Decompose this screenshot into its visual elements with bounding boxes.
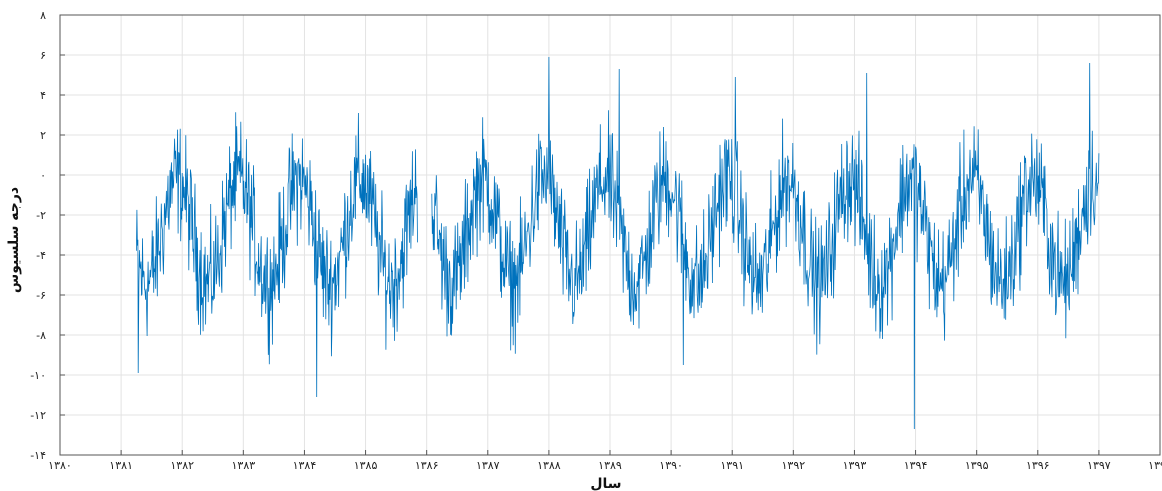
x-tick-label: ۱۳۹۵: [965, 459, 989, 472]
y-tick-label: ۲: [40, 129, 46, 142]
y-tick-label: ۸: [40, 9, 46, 22]
x-tick-label: ۱۳۸۹: [598, 459, 622, 472]
y-tick-label: -۱۰: [30, 369, 46, 382]
x-tick-label: ۱۳۸۰: [48, 459, 72, 472]
x-tick-label: ۱۳۸۱: [109, 459, 133, 472]
x-tick-label: ۱۳۸۵: [354, 459, 378, 472]
y-tick-label: ۴: [40, 89, 46, 102]
x-tick-label: ۱۳۹۸: [1148, 459, 1162, 472]
x-axis-ticks: ۱۳۸۰ ۱۳۸۱ ۱۳۸۲ ۱۳۸۳ ۱۳۸۴ ۱۳۸۵ ۱۳۸۶ ۱۳۸۷ ۱۳۸۸ ۱۳۸۹…: [48, 450, 1162, 472]
x-tick-label: ۱۳۸۷: [476, 459, 500, 472]
x-tick-label: ۱۳۹۷: [1087, 459, 1111, 472]
x-tick-label: ۱۳۹۰: [659, 459, 683, 472]
x-tick-label: ۱۳۹۴: [904, 459, 928, 472]
x-tick-label: ۱۳۸۸: [537, 459, 561, 472]
x-tick-label: ۱۳۹۲: [782, 459, 806, 472]
x-axis-title: سال: [590, 476, 621, 491]
y-axis-title: درجه سلسیوس: [6, 187, 22, 293]
y-tick-label: -۱۴: [30, 449, 46, 462]
y-axis-ticks: ۸ ۶ ۴ ۲ ۰ -۲ -۴ -۶ -۸ -۱۰ -۱۲ -۱۴: [30, 9, 65, 462]
y-tick-label: -۸: [36, 329, 46, 342]
y-tick-label: -۲: [36, 209, 46, 222]
series-layer: [136, 56, 1100, 430]
x-tick-label: ۱۳۹۳: [843, 459, 867, 472]
x-tick-label: ۱۳۸۲: [170, 459, 194, 472]
y-tick-label: -۶: [36, 289, 46, 302]
y-tick-label: -۱۲: [30, 409, 46, 422]
x-tick-label: ۱۳۹۱: [720, 459, 744, 472]
series-line-0: [136, 56, 1100, 430]
y-tick-label: -۴: [36, 249, 46, 262]
y-tick-label: ۶: [40, 49, 46, 62]
x-tick-label: ۱۳۸۳: [232, 459, 256, 472]
x-tick-label: ۱۳۹۶: [1026, 459, 1050, 472]
x-tick-label: ۱۳۸۴: [293, 459, 317, 472]
y-tick-label: ۰: [40, 169, 46, 182]
x-tick-label: ۱۳۸۶: [415, 459, 439, 472]
